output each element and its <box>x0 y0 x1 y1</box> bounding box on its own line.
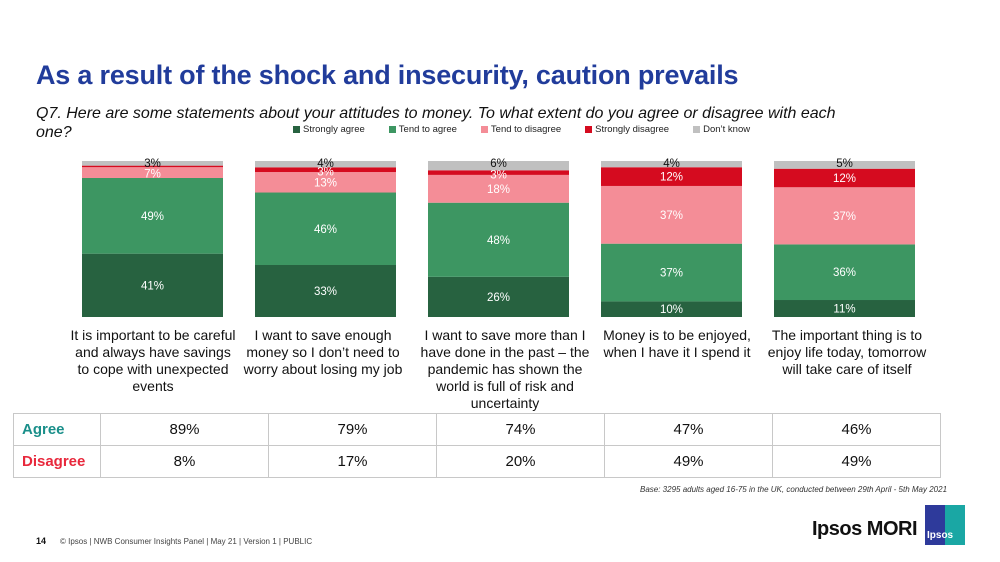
table-cell: 49% <box>604 445 773 478</box>
table-cell: 47% <box>604 413 773 446</box>
page-number: 14 <box>36 536 47 546</box>
bar-segment-strongly-agree <box>601 301 742 317</box>
bar-segment-dont-know <box>774 161 915 169</box>
data-label-tend-to-disagree: 13% <box>314 177 337 189</box>
bar-segment-dont-know <box>428 161 569 171</box>
footer: 14 © Ipsos | NWB Consumer Insights Panel… <box>36 536 312 546</box>
bar-segment-dont-know <box>82 161 223 166</box>
bar-segment-strongly-disagree <box>774 168 915 188</box>
table-cell: 46% <box>772 413 941 446</box>
agree-row-label: Agree <box>13 413 101 446</box>
legend-swatch <box>585 126 593 133</box>
legend-swatch <box>388 126 396 133</box>
bar-segment-strongly-disagree <box>82 165 223 168</box>
legend-label: Strongly agree <box>303 124 365 135</box>
category-label: It is important to be careful and always… <box>70 327 236 394</box>
data-label-strongly-agree: 26% <box>487 292 510 304</box>
footer-text: © Ipsos | NWB Consumer Insights Panel | … <box>60 536 313 546</box>
bar-segment-tend-to-disagree <box>774 187 915 245</box>
legend-label: Tend to disagree <box>490 124 562 135</box>
bar-segment-tend-to-agree <box>774 244 915 301</box>
data-label-strongly-agree: 33% <box>314 286 337 298</box>
category-label: The important thing is to enjoy life tod… <box>767 327 927 377</box>
data-label-dont-know: 4% <box>663 158 680 170</box>
category-label: I want to save more than I have done in … <box>420 327 590 411</box>
category-label: I want to save enough money so I don’t n… <box>243 327 403 377</box>
data-label-tend-to-agree: 46% <box>314 224 337 236</box>
legend-item-strongly-agree: Strongly agree <box>293 124 365 135</box>
legend-swatch <box>293 126 300 133</box>
data-label-tend-to-agree: 36% <box>833 267 856 279</box>
bar-segment-strongly-agree <box>255 265 396 317</box>
bar-segment-strongly-disagree <box>428 170 569 175</box>
legend-item-tend-to-agree: Tend to agree <box>388 124 457 135</box>
ipsos-mori-logo: Ipsos MORI <box>812 518 918 540</box>
data-label-tend-to-agree: 49% <box>141 211 164 223</box>
data-label-strongly-disagree: 12% <box>660 172 683 184</box>
legend-label: Tend to agree <box>398 124 457 135</box>
data-label-strongly-disagree: 12% <box>833 173 856 185</box>
bar-segment-strongly-agree <box>774 300 915 317</box>
data-label-dont-know: 6% <box>490 158 507 170</box>
table-cell: 49% <box>772 445 941 478</box>
legend-swatch <box>480 126 488 133</box>
table-cell: 89% <box>100 413 269 446</box>
bar-segment-strongly-disagree <box>255 167 396 173</box>
legend-label: Don’t know <box>703 124 751 135</box>
data-label-strongly-agree: 11% <box>833 304 855 316</box>
data-label-dont-know: 3% <box>144 158 161 170</box>
stacked-bar-chart: 41%49%7%3%33%46%13%3%4%26%48%18%3%6%10%3… <box>82 158 915 317</box>
data-label-tend-to-agree: 37% <box>660 268 683 280</box>
bar-segment-dont-know <box>601 161 742 168</box>
table-cell: 79% <box>268 413 437 446</box>
table-cell: 8% <box>100 445 269 478</box>
data-label-tend-to-disagree: 37% <box>660 210 683 222</box>
table-row-disagree: Disagree 8% 17% 20% 49% 49% <box>13 445 941 478</box>
data-label-strongly-agree: 41% <box>141 280 164 292</box>
ipsos-badge-text: Ipsos <box>927 530 954 541</box>
bar-segment-tend-to-agree <box>255 192 396 265</box>
question-text: Q7. Here are some statements about your … <box>36 105 836 141</box>
bar-segment-strongly-disagree <box>601 167 742 186</box>
data-label-tend-to-disagree: 7% <box>144 169 161 181</box>
data-label-tend-to-disagree: 18% <box>487 184 510 196</box>
data-label-strongly-agree: 10% <box>660 304 683 316</box>
base-note: Base: 3295 adults aged 16-75 in the UK, … <box>640 485 948 494</box>
bar-segment-tend-to-disagree <box>601 185 742 244</box>
chart-legend: Strongly agree Tend to agree Tend to dis… <box>293 124 750 135</box>
data-label-strongly-disagree: 3% <box>490 169 507 181</box>
table-cell: 17% <box>268 445 437 478</box>
bar-segment-tend-to-agree <box>428 202 569 277</box>
bar-segment-tend-to-disagree <box>428 174 569 203</box>
data-label-dont-know: 5% <box>836 158 853 170</box>
bar-segment-tend-to-agree <box>601 243 742 302</box>
table-cell: 74% <box>436 413 605 446</box>
agree-disagree-table: Agree 89% 79% 74% 47% 46% Disagree 8% 17… <box>13 413 941 478</box>
legend-item-tend-to-disagree: Tend to disagree <box>480 124 562 135</box>
table-cell: 20% <box>436 445 605 478</box>
legend-swatch <box>693 126 701 133</box>
bar-segment-strongly-agree <box>82 253 223 317</box>
bar-segment-tend-to-agree <box>82 177 223 254</box>
table-row-agree: Agree 89% 79% 74% 47% 46% <box>13 413 941 446</box>
bar-segment-dont-know <box>255 161 396 168</box>
ipsos-logo-badge: Ipsos <box>925 505 965 545</box>
bar-segment-tend-to-disagree <box>82 167 223 178</box>
legend-item-dont-know: Don’t know <box>693 124 750 135</box>
slide-title: As a result of the shock and insecurity,… <box>36 60 739 90</box>
legend-label: Strongly disagree <box>595 124 670 135</box>
bar-segment-strongly-agree <box>428 276 569 317</box>
data-label-dont-know: 4% <box>317 158 334 170</box>
data-label-tend-to-disagree: 37% <box>833 211 856 223</box>
bar-segment-tend-to-disagree <box>255 172 396 193</box>
data-label-strongly-disagree: 3% <box>317 166 334 178</box>
category-label: Money is to be enjoyed, when I have it I… <box>603 327 751 360</box>
disagree-row-label: Disagree <box>13 445 101 478</box>
data-label-tend-to-agree: 48% <box>487 235 510 247</box>
legend-item-strongly-disagree: Strongly disagree <box>585 124 669 135</box>
